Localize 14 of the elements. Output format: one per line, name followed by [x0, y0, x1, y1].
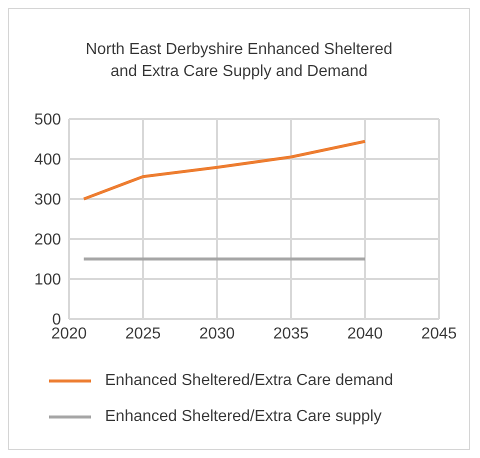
- y-tick-label: 400: [34, 152, 62, 169]
- y-tick-label: 100: [34, 272, 62, 289]
- x-tick-label: 2045: [421, 325, 457, 342]
- chart-title: North East Derbyshire Enhanced Sheltered and Extra Care Supply and Demand: [84, 40, 394, 82]
- x-tick-label: 2030: [199, 325, 235, 342]
- legend-label: Enhanced Sheltered/Extra Care demand: [105, 372, 394, 390]
- y-tick-label: 200: [34, 232, 62, 249]
- x-tick-label: 2025: [125, 325, 161, 342]
- y-tick-label: 300: [34, 192, 62, 209]
- x-tick-label: 2040: [347, 325, 383, 342]
- legend-label: Enhanced Sheltered/Extra Care supply: [105, 408, 382, 426]
- x-tick-label: 2035: [273, 325, 309, 342]
- line-series: [82, 140, 366, 200]
- y-tick-label: 500: [34, 112, 62, 129]
